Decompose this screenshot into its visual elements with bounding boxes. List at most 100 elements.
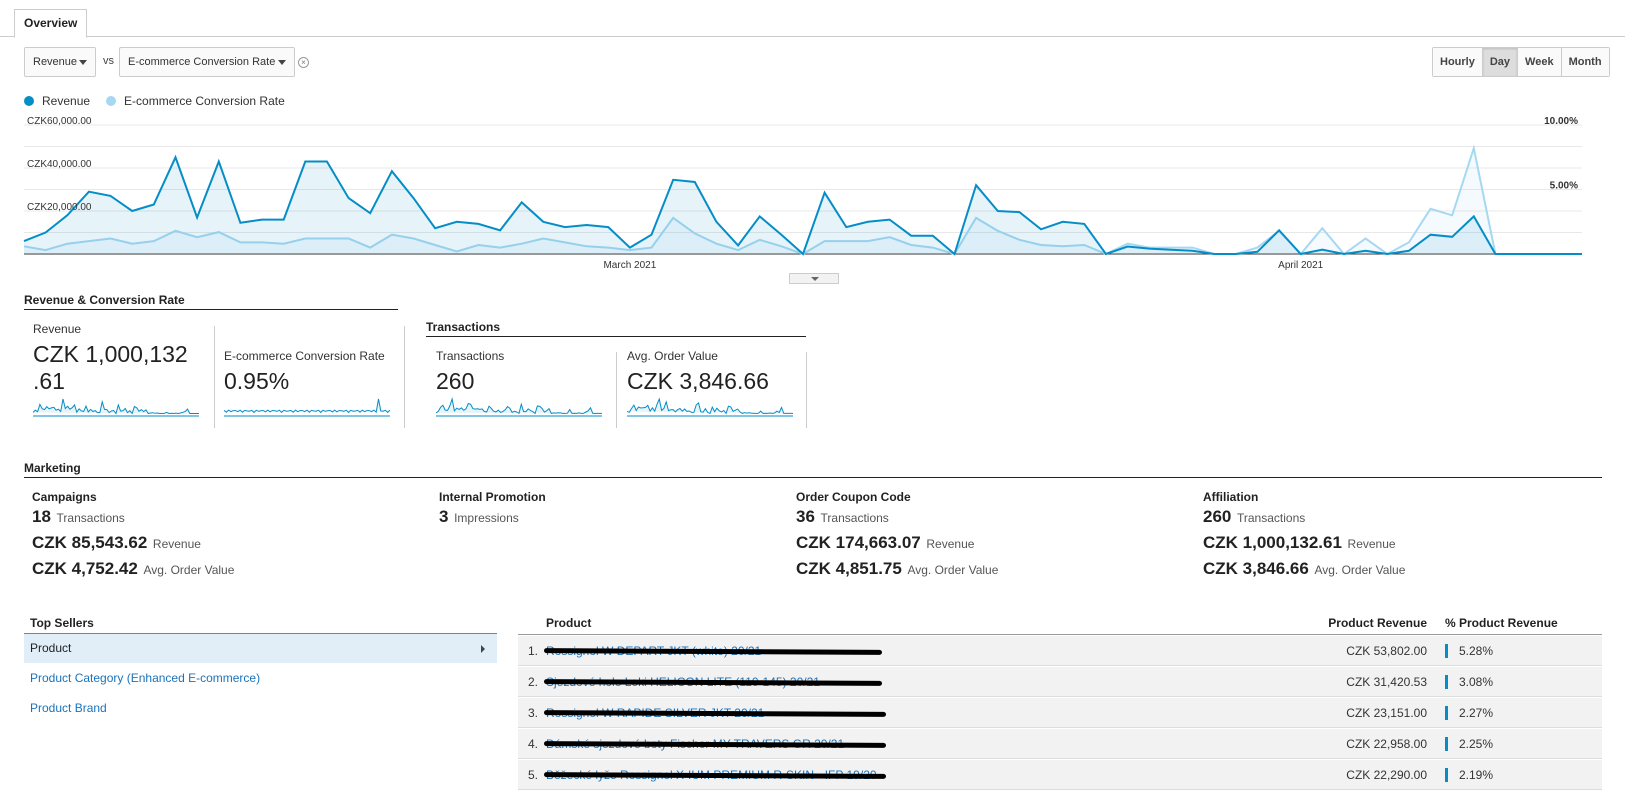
metric1-select-label: Revenue	[33, 56, 78, 68]
sparkline-path	[627, 397, 793, 415]
aov-sparkline	[627, 397, 793, 417]
percent-bar	[1445, 768, 1448, 782]
percent-product-revenue-value: 3.08%	[1459, 675, 1494, 689]
period-hourly-button[interactable]: Hourly	[1433, 48, 1483, 76]
top-sellers-product-category[interactable]: Product Category (Enhanced E-commerce)	[30, 671, 261, 685]
coupon-transactions[interactable]: 36 Transactions	[796, 507, 889, 526]
marketing-title: Marketing	[24, 461, 1602, 478]
campaigns-aov[interactable]: CZK 4,752.42 Avg. Order Value	[32, 559, 235, 578]
y-left-tick-label: CZK60,000.00	[27, 116, 92, 127]
revenue-dot-icon	[24, 96, 34, 106]
clear-comparison-icon[interactable]: ×	[298, 57, 309, 68]
percent-bar	[1445, 675, 1448, 689]
internal-promotion-heading: Internal Promotion	[439, 490, 546, 504]
affiliation-transactions[interactable]: 260 Transactions	[1203, 507, 1306, 526]
marketing-coupon: Order Coupon Code 36 Transactions CZK 17…	[796, 490, 998, 585]
marketing-internal-promotion: Internal Promotion 3 Impressions	[439, 490, 546, 533]
col-product[interactable]: Product	[546, 616, 592, 630]
aov-metric-value: CZK 3,846.66	[627, 368, 769, 394]
affiliation-revenue[interactable]: CZK 1,000,132.61 Revenue	[1203, 533, 1396, 552]
marketing-campaigns: Campaigns 18 Transactions CZK 85,543.62 …	[32, 490, 234, 585]
divider	[806, 352, 807, 428]
row-number: 4.	[528, 737, 539, 751]
coupon-heading: Order Coupon Code	[796, 490, 911, 504]
conversion-area	[24, 148, 1582, 254]
conversion-metric-value: 0.95%	[224, 368, 290, 394]
transactions-metric-value: 260	[436, 368, 475, 394]
percent-bar	[1445, 737, 1448, 751]
revenue-metric-value: CZK 1,000,132.61	[33, 341, 188, 394]
chart-ticks: CZK60,000.00 CZK40,000.00 CZK20,000.00 10.0…	[27, 116, 1578, 271]
row-number: 5.	[528, 768, 539, 782]
percent-product-revenue-value: 2.27%	[1459, 706, 1494, 720]
affiliation-aov[interactable]: CZK 3,846.66 Avg. Order Value	[1203, 559, 1406, 578]
marketing-affiliation: Affiliation 260 Transactions CZK 1,000,1…	[1203, 490, 1405, 585]
col-pct-product-revenue[interactable]: % Product Revenue	[1445, 616, 1558, 630]
product-revenue-value: CZK 23,151.00	[1346, 706, 1427, 720]
campaigns-revenue[interactable]: CZK 85,543.62 Revenue	[32, 533, 201, 552]
top-sellers-product-brand[interactable]: Product Brand	[30, 701, 107, 715]
product-revenue-value: CZK 31,420.53	[1346, 675, 1427, 689]
sparkline-path	[33, 398, 199, 415]
revenue-metric[interactable]: Revenue CZK 1,000,132.61	[33, 322, 203, 417]
product-revenue-value: CZK 53,802.00	[1346, 644, 1427, 658]
percent-bar	[1445, 644, 1448, 658]
transactions-metric-label: Transactions	[436, 349, 505, 363]
transactions-sparkline	[436, 397, 602, 417]
chevron-right-icon	[481, 645, 485, 653]
revenue-area	[24, 157, 1582, 254]
metric1-select[interactable]: Revenue	[24, 47, 96, 77]
chart-grid	[24, 124, 1582, 255]
table-row: 5.Běžecké lyže Rossignol X-IUM PREMIUM R…	[518, 760, 1602, 790]
period-month-button[interactable]: Month	[1561, 48, 1609, 76]
legend-revenue-label: Revenue	[42, 94, 91, 108]
metric2-select-label: E-commerce Conversion Rate	[128, 56, 276, 68]
campaigns-heading: Campaigns	[32, 490, 97, 504]
percent-product-revenue-value: 5.28%	[1459, 644, 1494, 658]
coupon-revenue[interactable]: CZK 174,663.07 Revenue	[796, 533, 975, 552]
aov-metric[interactable]: Avg. Order Value CZK 3,846.66	[627, 349, 803, 417]
transactions-metric[interactable]: Transactions 260	[436, 349, 606, 417]
percent-product-revenue-value: 2.25%	[1459, 737, 1494, 751]
top-sellers-product[interactable]: Product	[24, 634, 497, 663]
conversion-sparkline	[224, 398, 390, 417]
vs-label: vs	[103, 55, 114, 67]
y-left-tick-label: CZK40,000.00	[27, 159, 92, 170]
period-switch: Hourly Day Week Month	[1432, 47, 1610, 77]
col-product-revenue[interactable]: Product Revenue	[1328, 616, 1427, 630]
period-day-button[interactable]: Day	[1482, 48, 1519, 76]
internal-promotion-impressions[interactable]: 3 Impressions	[439, 507, 519, 526]
coupon-aov[interactable]: CZK 4,851.75 Avg. Order Value	[796, 559, 999, 578]
metric2-select[interactable]: E-commerce Conversion Rate	[119, 47, 295, 77]
divider	[214, 326, 215, 428]
top-sellers-product-label: Product	[30, 641, 72, 655]
table-row: 1.Rossignol W DEPART JKT (white) 20/21CZ…	[518, 636, 1602, 666]
chart-collapse-toggle[interactable]	[789, 273, 839, 284]
revenue-conversion-chart: CZK60,000.00 CZK40,000.00 CZK20,000.00 10.0…	[23, 116, 1582, 271]
conversion-dot-icon	[106, 96, 117, 106]
tab-overview[interactable]: Overview	[14, 9, 88, 38]
revenue-line	[23, 154, 1582, 256]
legend-revenue[interactable]: Revenue	[24, 94, 90, 108]
conversion-metric[interactable]: E-commerce Conversion Rate 0.95%	[224, 349, 399, 417]
aov-metric-label: Avg. Order Value	[627, 349, 718, 363]
percent-product-revenue-value: 2.19%	[1459, 768, 1494, 782]
row-number: 1.	[528, 644, 539, 658]
x-tick-label: April 2021	[1278, 260, 1323, 271]
revenue-series	[23, 154, 1582, 256]
conversion-metric-label: E-commerce Conversion Rate	[224, 349, 385, 363]
table-row: 2.Sjezdové hole Leki HELICON LITE (110-1…	[518, 667, 1602, 697]
period-week-button[interactable]: Week	[1518, 48, 1562, 76]
legend-conversion[interactable]: E-commerce Conversion Rate	[106, 94, 285, 108]
divider	[404, 326, 405, 428]
campaigns-transactions[interactable]: 18 Transactions	[32, 507, 125, 526]
row-number: 3.	[528, 706, 539, 720]
y-right-tick-label: 5.00%	[1550, 181, 1578, 192]
y-left-tick-label: CZK20,000.00	[27, 202, 92, 213]
product-revenue-value: CZK 22,290.00	[1346, 768, 1427, 782]
row-number: 2.	[528, 675, 539, 689]
revenue-metric-label: Revenue	[33, 322, 82, 336]
product-revenue-value: CZK 22,958.00	[1346, 737, 1427, 751]
sparkline-path	[224, 398, 390, 414]
top-sellers-title: Top Sellers	[24, 616, 497, 634]
